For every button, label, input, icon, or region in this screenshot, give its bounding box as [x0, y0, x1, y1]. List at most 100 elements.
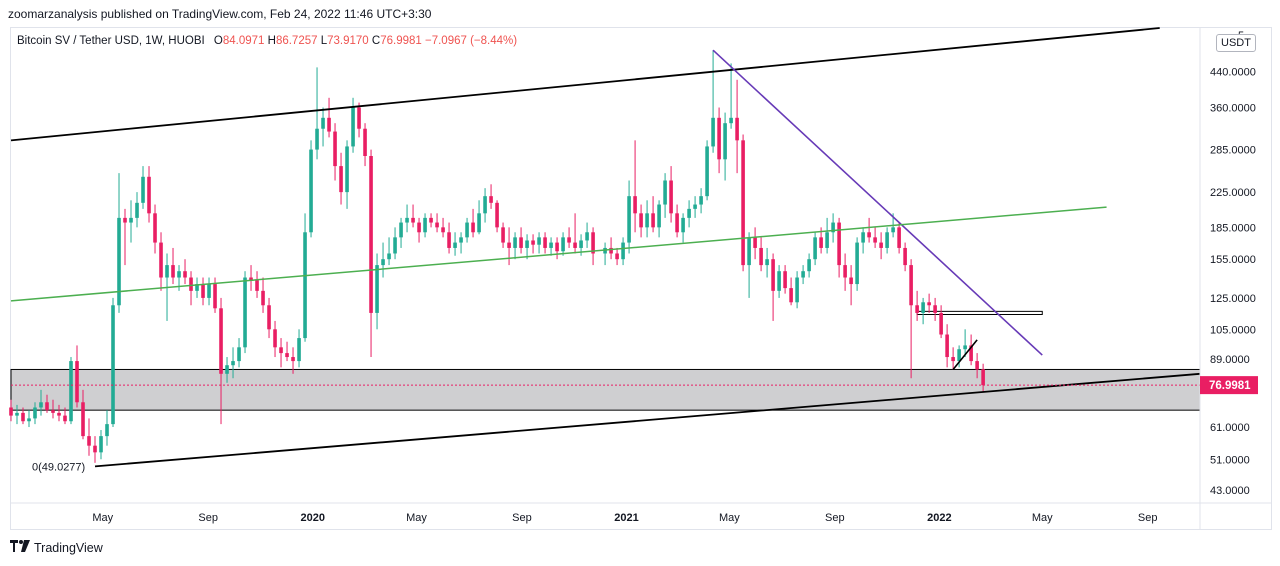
candle-body: [273, 329, 277, 348]
candle-body: [753, 237, 757, 248]
drawings-layer: 0(49.0277): [10, 27, 1201, 473]
candle-body: [711, 117, 715, 147]
candle-body: [129, 217, 133, 223]
candle-body: [363, 128, 367, 157]
candle-body: [33, 407, 37, 419]
close-label: C: [371, 35, 381, 47]
tradingview-logo-icon: [10, 540, 30, 555]
candle-body: [57, 412, 61, 416]
candle-body: [579, 240, 583, 248]
candle-body: [417, 222, 421, 233]
candle-body: [411, 217, 415, 223]
candle-body: [63, 415, 67, 422]
tradingview-brand-text: TradingView: [34, 540, 103, 555]
symbol-title: Bitcoin SV / Tether USD, 1W, HUOBI: [17, 35, 205, 47]
candle-body: [687, 208, 691, 218]
candle-body: [897, 227, 901, 248]
candle-body: [537, 237, 541, 245]
short-black-line: [952, 339, 978, 370]
candle-body: [795, 277, 799, 303]
candle-body: [663, 180, 667, 205]
candle-body: [975, 361, 979, 370]
currency-button[interactable]: USDT: [1216, 34, 1256, 52]
candle-body: [303, 232, 307, 339]
candle-body: [855, 242, 859, 285]
candle-body: [699, 196, 703, 205]
candle-body: [207, 284, 211, 298]
price-axis: 440.0000 360.0000 285.0000 225.0000 185.0000…: [1199, 28, 1258, 530]
candle-body: [507, 242, 511, 248]
candle-body: [327, 117, 331, 132]
candle-body: [135, 202, 139, 218]
candle-body: [801, 271, 805, 278]
time-tick-label: May: [92, 512, 113, 524]
candle-body: [567, 237, 571, 243]
channel-lower-line: [94, 372, 1201, 468]
candle-body: [315, 128, 319, 150]
candle-body: [165, 265, 169, 278]
candle-body: [585, 232, 589, 241]
candle-body: [21, 412, 25, 422]
open-value: 84.0971: [222, 35, 265, 47]
candle-body: [477, 213, 481, 233]
candle-body: [609, 247, 613, 254]
candle-body: [723, 123, 727, 160]
time-tick-label: May: [406, 512, 427, 524]
candle-body: [513, 237, 517, 248]
price-tick-label: 285.0000: [1210, 145, 1256, 157]
candle-body: [159, 242, 163, 278]
last-price-badge: [1200, 376, 1258, 395]
candle-body: [111, 305, 115, 425]
candle-body: [549, 242, 553, 248]
candle-body: [807, 259, 811, 272]
candle-body: [915, 305, 919, 313]
symbol-legend: Bitcoin SV / Tether USD, 1W, HUOBI O84.0…: [17, 35, 517, 47]
candle-body: [231, 361, 235, 366]
candle-body: [681, 217, 685, 233]
candle-body: [339, 166, 343, 193]
time-tick-label: Sep: [512, 512, 532, 524]
time-tick-label: May: [719, 512, 740, 524]
candle-body: [969, 345, 973, 362]
time-axis: May Sep 2020 May Sep 2021 May Sep 2022 May Sep: [11, 502, 1272, 524]
candle-body: [555, 242, 559, 252]
candle-body: [927, 302, 931, 306]
price-tick-label: 61.0000: [1210, 422, 1250, 434]
candle-body: [429, 217, 433, 223]
price-tick-label: 225.0000: [1210, 187, 1256, 199]
publisher-line: zoomarzanalysis published on TradingView…: [8, 7, 432, 21]
candle-body: [381, 259, 385, 266]
low-marker-label: 0(49.0277): [32, 461, 85, 473]
candle-body: [183, 271, 187, 278]
candle-body: [765, 259, 769, 266]
candle-body: [885, 232, 889, 248]
price-tick-label: 440.0000: [1210, 66, 1256, 78]
high-label: H: [267, 35, 276, 47]
candle-body: [789, 288, 793, 303]
candle-body: [105, 424, 109, 437]
candle-body: [69, 361, 73, 422]
candle-body: [237, 347, 241, 362]
candle-body: [243, 277, 247, 348]
price-tick-label: 360.0000: [1210, 103, 1256, 115]
candle-body: [951, 357, 955, 362]
candle-body: [435, 222, 439, 228]
candle-body: [393, 237, 397, 254]
candle-body: [495, 202, 499, 228]
candle-body: [825, 232, 829, 248]
candle-body: [225, 365, 229, 374]
descending-trendline: [712, 49, 1043, 356]
candle-body: [777, 271, 781, 291]
tradingview-footer[interactable]: TradingView: [10, 540, 103, 555]
candle-body: [489, 196, 493, 203]
candle-body: [843, 265, 847, 278]
price-tick-label: 43.0000: [1210, 485, 1250, 497]
candle-body: [267, 305, 271, 330]
candle-body: [453, 242, 457, 248]
candle-body: [945, 334, 949, 358]
candle-body: [423, 217, 427, 233]
candle-body: [783, 271, 787, 289]
candle-body: [447, 232, 451, 248]
price-tick-label: 105.0000: [1210, 324, 1256, 336]
